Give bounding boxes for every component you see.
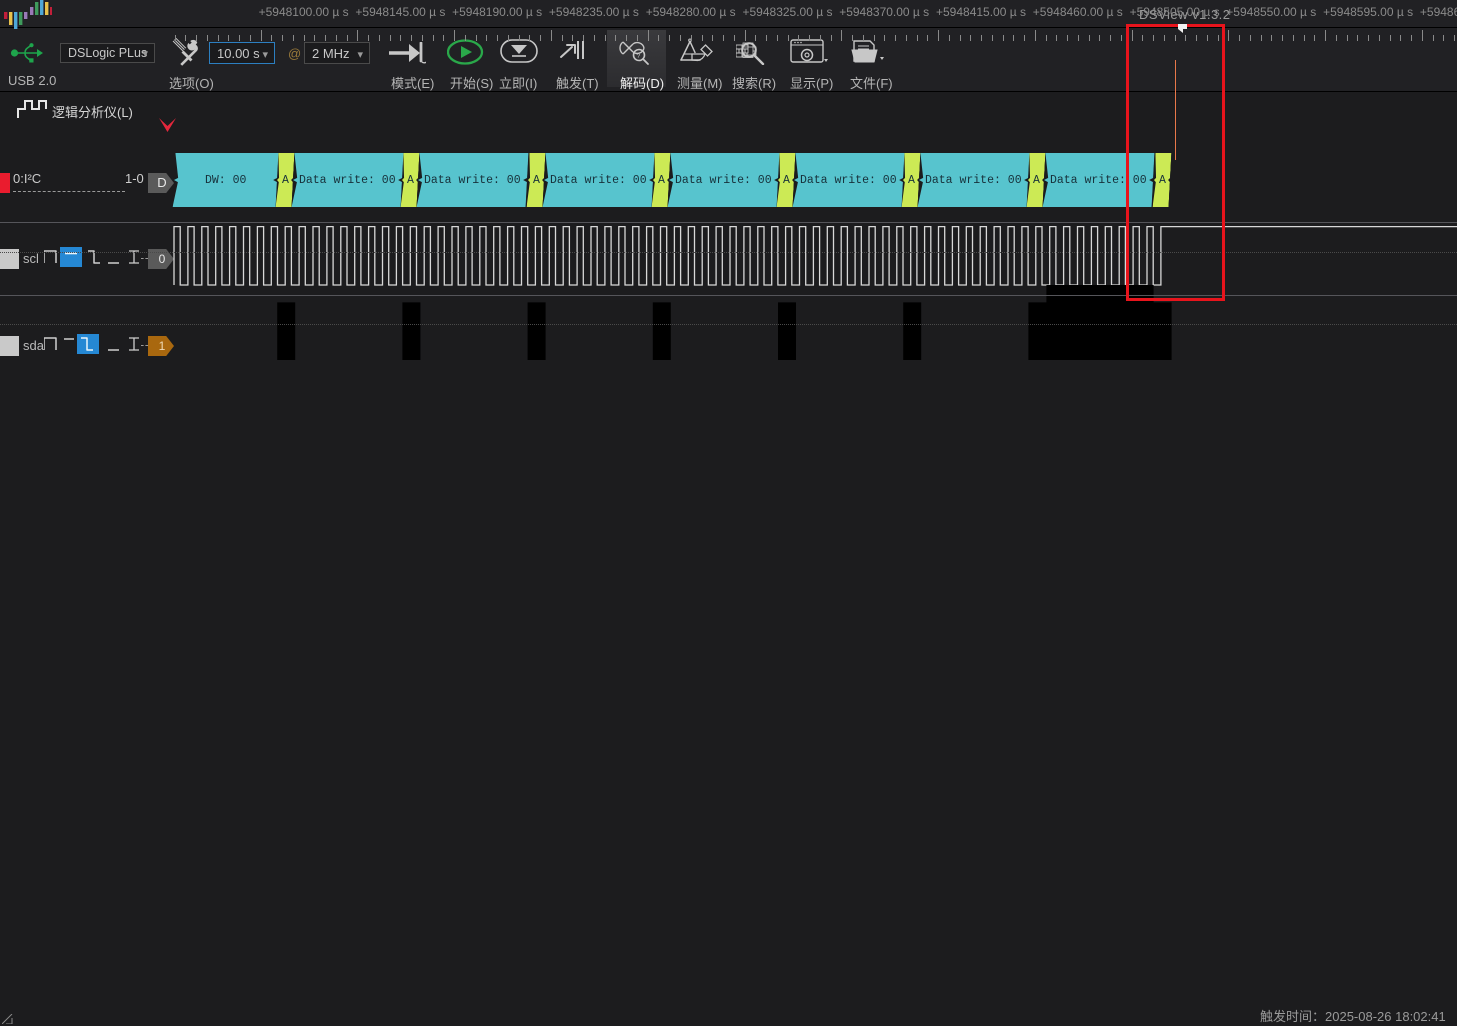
svg-text:?: ? xyxy=(637,53,641,60)
